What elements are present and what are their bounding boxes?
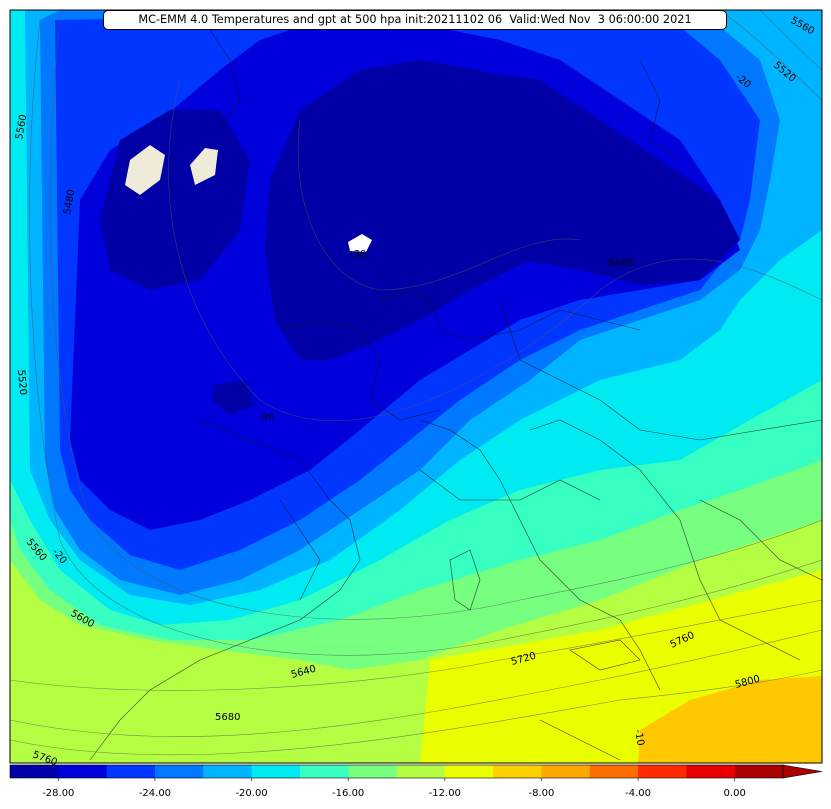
colorbar-tick-label: -24.00 bbox=[138, 788, 172, 799]
colorbar-extend-arrow bbox=[782, 764, 823, 779]
colorbar-swatch bbox=[106, 765, 156, 778]
colorbar-swatch bbox=[493, 765, 542, 778]
colorbar-swatch bbox=[348, 765, 397, 778]
colorbar-tick-label: -16.00 bbox=[332, 788, 365, 799]
colorbar-swatch bbox=[444, 765, 494, 778]
colorbar-tick-label: -28.00 bbox=[42, 788, 75, 799]
colorbar bbox=[9, 764, 823, 781]
colorbar-swatch bbox=[686, 765, 736, 778]
geopotential-label: 5440 bbox=[608, 258, 633, 269]
band-minus8 bbox=[638, 676, 822, 763]
geopotential-label: 5480 bbox=[62, 189, 77, 216]
band-minus28c bbox=[430, 70, 740, 285]
band-minus28d bbox=[212, 380, 255, 415]
colorbar-swatch bbox=[589, 765, 639, 778]
colorbar-swatch bbox=[58, 765, 108, 778]
geopotential-contours bbox=[10, 10, 822, 756]
colorbar-tick-label: 0.00 bbox=[723, 788, 746, 799]
colorbar-swatch bbox=[203, 765, 253, 778]
colorbar-tick-label: -12.00 bbox=[428, 788, 461, 799]
colorbar-swatch bbox=[638, 765, 687, 778]
band-minus30b bbox=[190, 148, 218, 185]
band-minus30c bbox=[348, 234, 372, 252]
temperature-label: -10 bbox=[632, 729, 646, 747]
colorbar-frame bbox=[9, 764, 784, 779]
colorbar-swatch bbox=[734, 765, 784, 778]
geopotential-label: 5520 bbox=[15, 369, 28, 395]
map-area bbox=[10, 10, 822, 763]
colorbar-tick-label: -4.00 bbox=[625, 788, 651, 799]
map-title: MC-EMM 4.0 Temperatures and gpt at 500 h… bbox=[103, 10, 727, 30]
colorbar-swatch bbox=[541, 765, 591, 778]
colorbar-swatch bbox=[251, 765, 301, 778]
band-minus30a bbox=[125, 145, 165, 195]
colorbar-swatch bbox=[154, 765, 204, 778]
colorbar-swatch bbox=[10, 765, 59, 778]
temperature-label: -30 bbox=[350, 249, 366, 260]
temperature-label: -30 bbox=[258, 412, 274, 423]
geopotential-label: 5560 bbox=[14, 114, 29, 141]
colorbar-tick-label: -8.00 bbox=[528, 788, 555, 799]
geopotential-label: 5680 bbox=[215, 712, 240, 723]
colorbar-swatch bbox=[396, 765, 446, 778]
colorbar-swatch bbox=[299, 765, 349, 778]
colorbar-tick-label: -20.00 bbox=[235, 788, 268, 799]
